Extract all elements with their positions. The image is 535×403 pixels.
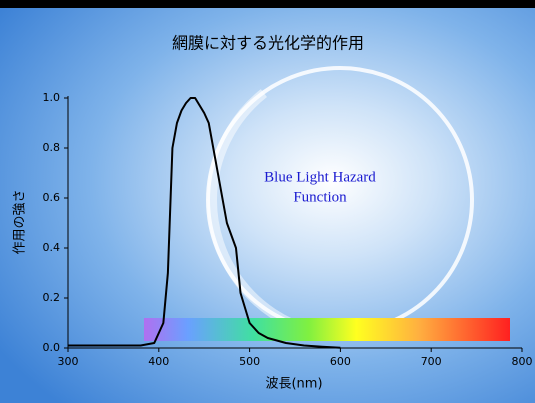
x-axis-label: 波長(nm)	[265, 377, 322, 392]
y-tick-label: 1.0	[43, 91, 61, 104]
page: {"chart_data": {"type": "line", "title":…	[0, 0, 535, 403]
chart: 網膜に対する光化学的作用 Blue Light Hazard Function …	[0, 0, 535, 403]
spectrum-bar	[144, 318, 510, 341]
y-tick-label: 0.0	[43, 341, 61, 354]
y-tick-label: 0.6	[43, 191, 61, 204]
x-tick-label: 300	[58, 355, 79, 368]
background	[0, 0, 535, 403]
y-tick-label: 0.4	[43, 241, 61, 254]
top-bar	[0, 0, 535, 8]
y-axis-label: 作用の強さ	[13, 189, 28, 254]
x-tick-label: 400	[148, 355, 169, 368]
x-tick-label: 700	[421, 355, 442, 368]
y-tick-label: 0.2	[43, 291, 61, 304]
annotation: Function	[293, 189, 347, 205]
x-tick-label: 600	[330, 355, 351, 368]
chart-title: 網膜に対する光化学的作用	[172, 34, 364, 53]
x-tick-label: 800	[512, 355, 533, 368]
y-tick-label: 0.8	[43, 141, 61, 154]
annotation: Blue Light Hazard	[264, 169, 376, 185]
x-tick-label: 500	[239, 355, 260, 368]
